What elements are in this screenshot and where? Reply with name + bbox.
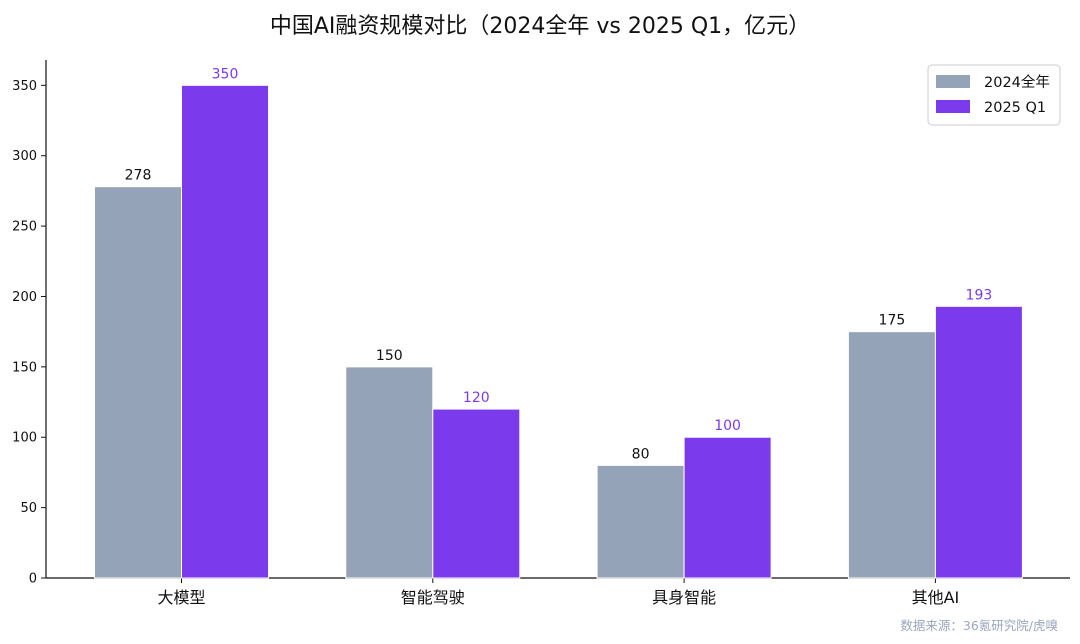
y-tick-label: 350: [12, 79, 37, 94]
bar: [847, 331, 936, 579]
bar: [683, 436, 772, 579]
x-tick-label: 具身智能: [652, 588, 716, 607]
data-label: 193: [966, 287, 993, 303]
bar: [94, 186, 182, 579]
y-tick-label: 0: [29, 572, 37, 587]
bar: [934, 305, 1023, 579]
data-label: 120: [463, 390, 490, 406]
data-label: 150: [376, 348, 403, 364]
x-tick-label: 大模型: [157, 588, 205, 607]
source-note: 数据来源：36氪研究院/虎嗅: [900, 618, 1058, 633]
data-label: 175: [879, 313, 906, 329]
legend-box: [927, 64, 1061, 126]
chart-title: 中国AI融资规模对比（2024全年 vs 2025 Q1，亿元）: [269, 14, 811, 39]
y-tick-label: 200: [12, 290, 37, 305]
y-tick-label: 100: [12, 431, 37, 446]
bar: [181, 84, 269, 579]
data-label: 100: [714, 418, 741, 434]
legend-swatch: [936, 100, 970, 113]
legend: 2024全年 2025 Q1: [927, 64, 1061, 126]
x-tick-label: 智能驾驶: [401, 588, 465, 607]
y-tick-label: 250: [12, 220, 37, 235]
legend-label: 2025 Q1: [984, 100, 1046, 116]
data-label: 278: [125, 168, 152, 184]
y-tick-label: 300: [12, 149, 37, 164]
data-label: 350: [212, 66, 239, 82]
data-label: 80: [632, 446, 650, 462]
legend-swatch: [936, 75, 970, 88]
bar: [432, 408, 521, 579]
bar: [345, 366, 434, 579]
y-tick-label: 150: [12, 360, 37, 375]
y-tick-label: 50: [20, 501, 37, 516]
legend-label: 2024全年: [984, 73, 1050, 91]
bar: [596, 464, 685, 579]
x-tick-label: 其他AI: [912, 588, 960, 607]
